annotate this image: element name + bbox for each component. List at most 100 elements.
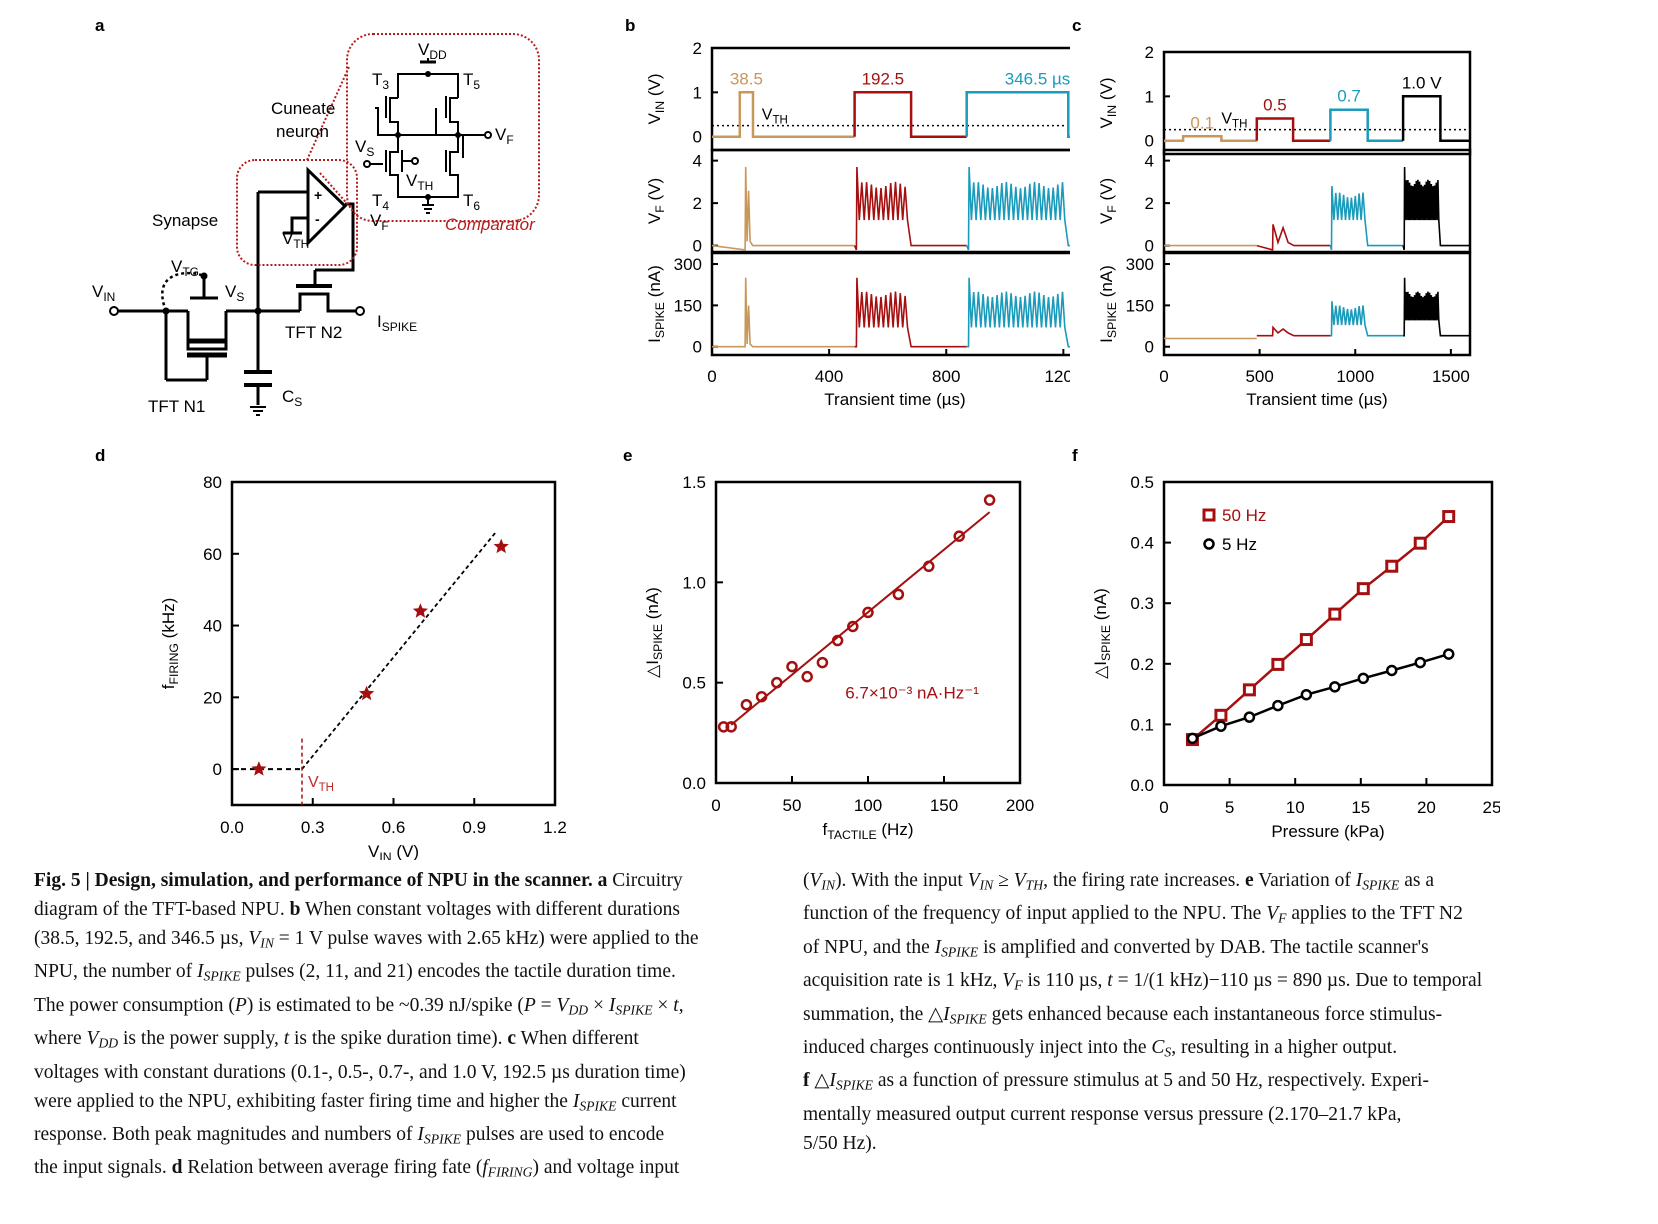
- x-tick-label: 0: [1159, 367, 1168, 386]
- data-point-circle: [740, 698, 753, 711]
- x-tick-label: 800: [932, 367, 960, 386]
- series-0-1-V-trace: [1164, 135, 1257, 142]
- series-346-5-µs-trace: [965, 166, 1070, 251]
- x-tick-label: 20: [1417, 798, 1436, 817]
- synapse-label: Synapse: [152, 211, 218, 230]
- neuron-highlight-box: [236, 159, 358, 266]
- tft-n1-label: TFT N1: [148, 397, 205, 416]
- vf-label: VF: [370, 211, 389, 233]
- data-point-square: [1442, 510, 1456, 524]
- y-tick-label: 0: [1145, 132, 1154, 151]
- panel-label-e: e: [623, 446, 633, 465]
- plus-sign: +: [314, 187, 322, 203]
- slope-annotation: 6.7×10⁻³ nA·Hz⁻¹: [845, 684, 979, 703]
- data-point-circle: [816, 656, 829, 669]
- caption-line: mentally measured output current respons…: [803, 1103, 1402, 1125]
- data-point-star: [493, 538, 509, 554]
- ispike-terminal: [355, 306, 365, 316]
- x-tick-label: 0: [707, 367, 716, 386]
- y-tick-label: 1: [1145, 87, 1154, 106]
- data-point-circle: [923, 560, 935, 573]
- caption-line: 5/50 Hz).: [803, 1132, 877, 1154]
- series-1-0-V-trace: [1401, 95, 1470, 142]
- legend-label: 50 Hz: [1222, 506, 1266, 525]
- data-point-circle: [801, 670, 813, 683]
- data-point-square: [1356, 582, 1370, 596]
- data-point-square: [1413, 536, 1427, 550]
- x-tick-label: 1200: [1044, 367, 1070, 386]
- y-tick-label: 0.0: [1130, 776, 1154, 795]
- y-tick-label: 1.5: [682, 473, 706, 492]
- t6-label: T6: [463, 191, 480, 213]
- series-5-Hz-line: [1192, 652, 1450, 740]
- cuneate-label: Cuneate: [271, 99, 335, 118]
- y-tick-label: 0.2: [1130, 655, 1154, 674]
- x-tick-label: 10: [1286, 798, 1305, 817]
- subplot-frame: [710, 251, 1070, 357]
- vin-label: VIN: [92, 282, 115, 304]
- y-tick-label: 1: [693, 83, 702, 102]
- series-1-0-V-trace: [1403, 277, 1470, 337]
- caption-left: Fig. 5 | Design, simulation, and perform…: [34, 866, 779, 1187]
- y-axis-label: VF (V): [1097, 178, 1119, 224]
- caption-line: of NPU, and the ISPIKE is amplified and …: [803, 936, 1429, 960]
- x-tick-label: 1500: [1432, 367, 1470, 386]
- t5-label: T5: [463, 70, 480, 92]
- caption-right: (VIN). With the input VIN ≥ VTH, the fir…: [803, 866, 1548, 1158]
- chart-b-transient-duration: 0 1 2 VIN (V) 38.5 192.5 346.5 µs VTH 0 2 4 VF (V) 0…: [645, 39, 1070, 409]
- x-axis-label: Transient time (µs): [1246, 390, 1387, 409]
- caption-line: The power consumption (P) is estimated t…: [34, 994, 684, 1018]
- plot-frame: [1162, 480, 1494, 787]
- y-tick-label: 0: [1145, 237, 1154, 256]
- caption-line: summation, the △ISPIKE gets enhanced bec…: [803, 1003, 1443, 1027]
- data-point-circle: [755, 690, 768, 703]
- panel-label-f: f: [1072, 446, 1078, 465]
- ispike-label: ISPIKE: [377, 312, 417, 334]
- x-tick-label: 0: [711, 796, 720, 815]
- x-tick-label: 400: [815, 367, 843, 386]
- vth-label: VTH: [308, 774, 334, 794]
- tft-n2-label: TFT N2: [285, 323, 342, 342]
- fit-line: [730, 511, 991, 726]
- series-0-5-V-trace: [1256, 224, 1331, 251]
- data-point-circle: [1357, 672, 1370, 685]
- series-0-7-V-trace: [1329, 186, 1404, 251]
- vth-label: VTH: [762, 107, 788, 127]
- data-point-circle: [862, 606, 874, 619]
- pulse-label: 192.5: [862, 69, 905, 88]
- caption-line: were applied to the NPU, exhibiting fast…: [34, 1090, 677, 1114]
- y-tick-label: 2: [693, 39, 702, 58]
- series-0-7-V-trace: [1329, 108, 1404, 142]
- circuit-diagram: Cuneate neuron Synapse VTG VIN VS VF VTH…: [92, 33, 540, 416]
- data-point-circle: [717, 721, 730, 733]
- x-tick-label: 500: [1245, 367, 1273, 386]
- caption-line: (38.5, 192.5, and 346.5 µs, VIN = 1 V pu…: [34, 928, 699, 951]
- data-point-circle: [1386, 664, 1398, 677]
- y-tick-label: 2: [1145, 194, 1154, 213]
- data-point-circle: [1442, 648, 1455, 660]
- y-axis-label: ISPIKE (nA): [1097, 265, 1119, 343]
- y-tick-label: 4: [693, 152, 702, 171]
- pulse-label: 0.5: [1263, 96, 1287, 115]
- data-point-circle: [1329, 681, 1341, 693]
- data-point-square: [1271, 657, 1285, 671]
- x-tick-label: 0.3: [301, 818, 325, 837]
- y-tick-label: 40: [203, 617, 222, 636]
- vth-terminal: [411, 157, 419, 165]
- vdd-label: VDD: [418, 40, 447, 62]
- caption-line: the input signals. d Relation between av…: [34, 1157, 680, 1180]
- series-192-5-µs-trace: [853, 91, 967, 138]
- series-38-5-µs-trace: [712, 277, 855, 348]
- caption-line: (VIN). With the input VIN ≥ VTH, the fir…: [803, 870, 1434, 893]
- y-axis-label: △ISPIKE (nA): [1091, 588, 1113, 679]
- circuit-wires: [116, 166, 358, 405]
- data-point-star: [251, 761, 267, 776]
- data-point-circle: [953, 530, 965, 542]
- x-tick-label: 1000: [1336, 367, 1374, 386]
- series-346-5-µs-trace: [965, 91, 1070, 138]
- x-tick-label: 0.9: [462, 818, 486, 837]
- chart-d-firing-rate: 0.0 0.3 0.6 0.9 1.2 0 20 40 60 80 VIN (V) fFIRING (…: [159, 473, 567, 860]
- data-point-circle: [1414, 656, 1426, 669]
- plot-frame: [714, 480, 1022, 785]
- x-tick-label: 0.6: [382, 818, 406, 837]
